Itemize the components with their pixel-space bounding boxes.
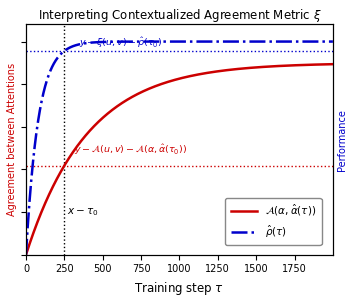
Y-axis label: Performance: Performance [337, 109, 347, 171]
Legend: $\mathcal{A}(\alpha, \hat{\alpha}(\tau))$, $\hat{\rho}(\tau)$: $\mathcal{A}(\alpha, \hat{\alpha}(\tau))… [225, 198, 321, 245]
Y-axis label: Agreement between Attentions: Agreement between Attentions [7, 63, 17, 216]
Text: $y - \xi(u, v) - \hat{\rho}(\tau_0)$: $y - \xi(u, v) - \hat{\rho}(\tau_0)$ [80, 35, 163, 50]
Text: $x - \tau_0$: $x - \tau_0$ [67, 206, 98, 218]
Title: Interpreting Contextualized Agreement Metric $\xi$: Interpreting Contextualized Agreement Me… [38, 7, 321, 24]
Text: $y - \mathcal{A}(u, v) - \mathcal{A}(\alpha, \hat{\alpha}(\tau_0))$: $y - \mathcal{A}(u, v) - \mathcal{A}(\al… [74, 142, 187, 157]
X-axis label: Training step $\tau$: Training step $\tau$ [135, 280, 224, 297]
